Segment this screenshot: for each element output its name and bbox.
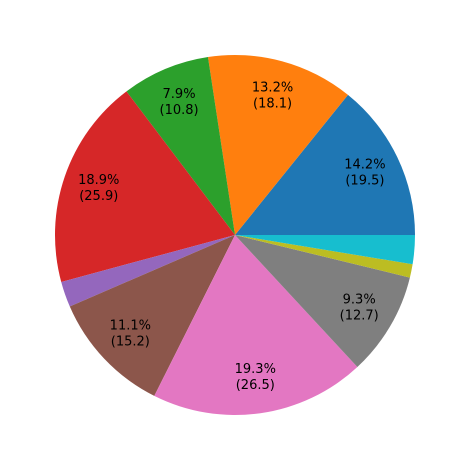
pie-slice (235, 235, 415, 265)
slice-value-label: (25.9) (79, 189, 118, 204)
pie-slice (61, 235, 236, 307)
pie-slice (235, 235, 413, 278)
slice-value-label: (15.2) (111, 334, 150, 349)
pie-slice (235, 235, 410, 367)
slice-percent-label: 19.3% (235, 362, 276, 377)
slice-value-label: (10.8) (160, 103, 199, 118)
slice-value-label: (18.1) (253, 96, 292, 111)
pie-slice (154, 235, 358, 416)
slice-value-label: (26.5) (236, 378, 275, 393)
pie-slice (207, 54, 348, 236)
slice-percent-label: 7.9% (163, 87, 196, 102)
pie-slice (126, 57, 235, 235)
pie-slice (235, 94, 415, 235)
slices-layer (54, 54, 415, 416)
slice-value-label: (12.7) (340, 308, 379, 323)
labels-layer: 14.2%(19.5) 13.2%(18.1) 7.9%(10.8) 18.9%(25… (78, 80, 385, 393)
slice-percent-label: 18.9% (78, 173, 119, 188)
slice-value-label: (19.5) (345, 173, 384, 188)
slice-percent-label: 11.1% (110, 318, 151, 333)
slice-percent-label: 13.2% (252, 80, 293, 95)
slice-percent-label: 9.3% (343, 292, 376, 307)
pie-slice (54, 91, 236, 282)
pie-slice (69, 235, 235, 396)
slice-percent-label: 14.2% (344, 157, 385, 172)
